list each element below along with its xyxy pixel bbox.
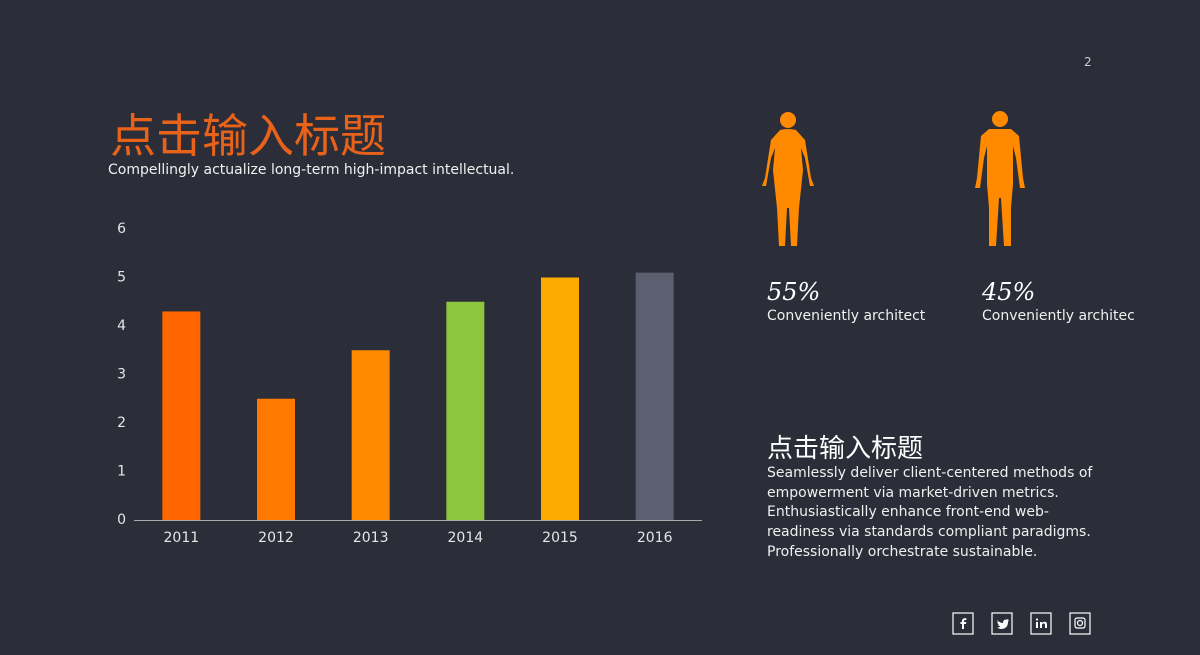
title: 点击输入标题 [110,109,386,163]
y-tick-label: 5 [117,270,126,286]
x-tick-label: 2013 [353,530,389,546]
social-icons [952,612,1091,635]
bar [257,398,295,520]
linkedin-icon[interactable] [1030,612,1052,635]
body-line: readiness via standards compliant paradi… [767,524,1091,541]
section-title: 点击输入标题 [767,434,924,464]
x-tick-label: 2012 [258,530,294,546]
body-line: Enthusiastically enhance front-end web- [767,504,1049,521]
facebook-icon[interactable] [952,612,974,635]
stat-label: Conveniently architec [982,308,1135,324]
bar [541,277,579,520]
stat-label: Conveniently architect [767,308,926,324]
male-figure [975,111,1025,246]
chart: 0 1 2 3 4 5 6 2011 2012 2013 2014 2015 2016 [117,221,702,546]
bar [446,301,485,520]
y-tick-label: 4 [117,318,126,334]
x-tick-label: 2011 [164,530,200,546]
bar [351,350,390,520]
stat-value: 45% [982,278,1036,306]
twitter-icon[interactable] [991,612,1013,635]
figures [762,111,1025,246]
female-figure [762,112,814,246]
instagram-icon[interactable] [1069,612,1091,635]
bar [635,272,674,520]
x-tick-label: 2014 [448,530,484,546]
body-line: Seamlessly deliver client-centered metho… [767,465,1093,481]
y-tick-label: 3 [117,367,126,383]
stat-value: 55% [767,278,821,306]
body-line: Professionally orchestrate sustainable. [767,543,1038,560]
y-tick-label: 0 [117,512,126,528]
x-tick-label: 2016 [637,530,673,546]
x-tick-label: 2015 [542,530,578,546]
y-tick-label: 6 [117,221,126,237]
y-tick-label: 2 [117,415,126,431]
bar [162,311,201,520]
y-tick-label: 1 [117,464,126,480]
subtitle: Compellingly actualize long-term high-im… [108,162,515,178]
section-body: Seamlessly deliver client-centered metho… [767,464,1092,563]
body-line: empowerment via market-driven metrics. [767,484,1059,501]
page-number: 2 [1084,55,1092,69]
